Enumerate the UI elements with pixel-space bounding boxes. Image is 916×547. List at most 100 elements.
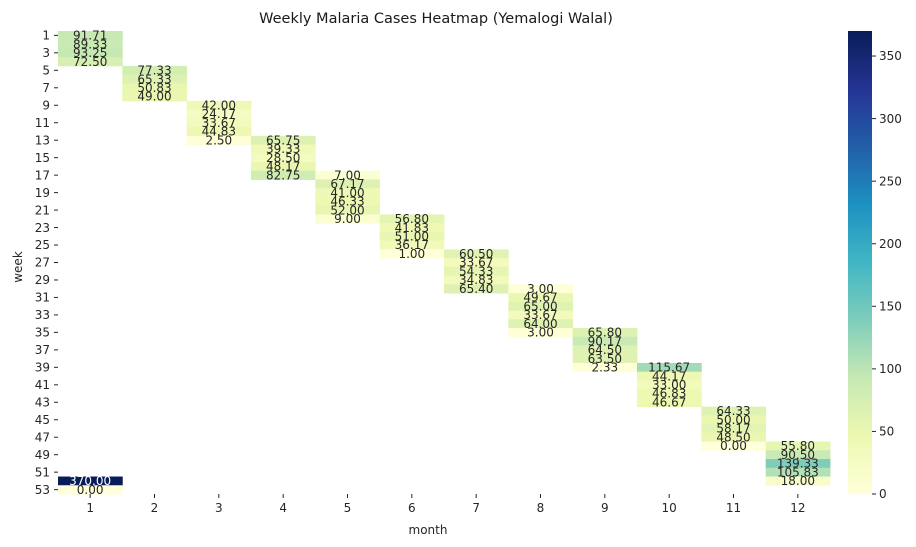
heatmap-cell-label: 42.00 [202, 98, 236, 112]
y-tick-label: 39 [35, 361, 50, 375]
heatmap-cell-label: 67.17 [330, 177, 364, 191]
heatmap-cell [315, 214, 381, 224]
heatmap-cell-label: 105.83 [777, 465, 819, 479]
heatmap-cell-label: 0.00 [77, 483, 104, 497]
heatmap-cell [508, 328, 574, 338]
heatmap-cell [701, 415, 767, 425]
heatmap-cell [765, 450, 831, 460]
y-tick-label: 43 [35, 395, 50, 409]
x-tick-label: 2 [151, 501, 159, 515]
heatmap-cell-label: 54.33 [459, 264, 493, 278]
heatmap-cell-label: 115.67 [648, 361, 690, 375]
x-tick-label: 7 [472, 501, 480, 515]
y-tick-label: 33 [35, 308, 50, 322]
heatmap-cell [637, 380, 702, 390]
y-axis-ticks: 1357911131517192123252729313335373941434… [35, 29, 58, 497]
heatmap-cell [186, 135, 252, 145]
heatmap-cell [251, 135, 316, 145]
heatmap-cell [315, 170, 381, 180]
heatmap-cell [122, 83, 188, 93]
heatmap-cell-label: 90.17 [588, 334, 622, 348]
heatmap-cell [58, 31, 123, 41]
heatmap-cell-label: 33.67 [459, 256, 493, 270]
y-tick-label: 7 [42, 81, 50, 95]
heatmap-cell-label: 33.67 [523, 308, 557, 322]
heatmap-cell-label: 33.67 [202, 116, 236, 130]
y-tick-label: 15 [35, 151, 50, 165]
heatmap-cell [251, 162, 316, 172]
heatmap-cell [444, 249, 509, 259]
heatmap-cell [315, 188, 381, 198]
heatmap-cell [508, 293, 574, 303]
heatmap-cell [765, 459, 831, 469]
y-tick-label: 35 [35, 326, 50, 340]
heatmap-cell-label: 77.33 [137, 64, 171, 78]
heatmap-cell-label: 50.83 [137, 81, 171, 95]
heatmap-cell [251, 170, 316, 180]
heatmap-cell-label: 44.83 [202, 125, 236, 139]
x-tick-label: 10 [662, 501, 677, 515]
heatmap-cell [379, 249, 445, 259]
colorbar-tick-label: 250 [879, 174, 902, 188]
heatmap-cell-label: 51.00 [395, 229, 429, 243]
x-tick-label: 5 [344, 501, 352, 515]
heatmap-cell [444, 275, 509, 285]
heatmap-cell [444, 258, 509, 268]
heatmap-cell-label: 139.33 [777, 457, 819, 471]
heatmap-cell [58, 48, 123, 58]
heatmap-cell-label: 44.17 [652, 369, 686, 383]
heatmap-cell-label: 370.00 [69, 474, 111, 488]
heatmap-cell-label: 46.33 [330, 195, 364, 209]
heatmap-cell-label: 65.75 [266, 133, 300, 147]
heatmap-cell [508, 284, 574, 294]
heatmap-cells [58, 31, 831, 495]
heatmap-cell-label: 65.00 [523, 299, 557, 313]
y-tick-label: 23 [35, 221, 50, 235]
heatmap-cell-label: 1.00 [398, 247, 425, 261]
heatmap-cell-label: 24.17 [202, 107, 236, 121]
y-tick-label: 19 [35, 186, 50, 200]
heatmap-cell [572, 345, 638, 355]
heatmap-cell-label: 64.33 [716, 404, 750, 418]
y-tick-label: 27 [35, 256, 50, 270]
y-tick-label: 49 [35, 448, 50, 462]
heatmap-cell-label: 52.00 [330, 203, 364, 217]
heatmap-cell [765, 476, 831, 486]
heatmap-cell-label: 48.50 [716, 430, 750, 444]
y-tick-label: 53 [35, 483, 50, 497]
y-tick-label: 51 [35, 465, 50, 479]
heatmap-cell [572, 336, 638, 346]
heatmap-cell-label: 90.50 [781, 448, 815, 462]
y-tick-label: 17 [35, 168, 50, 182]
heatmap-cell [315, 179, 381, 189]
heatmap-cell-label: 58.17 [716, 422, 750, 436]
heatmap-cell-label: 56.80 [395, 212, 429, 226]
heatmap-cell-label: 48.17 [266, 160, 300, 174]
heatmap-cell [637, 371, 702, 381]
heatmap-cell-label: 55.80 [781, 439, 815, 453]
x-tick-label: 8 [537, 501, 545, 515]
y-axis-label: week [11, 251, 25, 283]
heatmap-cell-label: 65.40 [459, 282, 493, 296]
heatmap-cell-label: 41.83 [395, 221, 429, 235]
heatmap-cell [572, 354, 638, 364]
heatmap-cell-label: 33.00 [652, 378, 686, 392]
heatmap-cell [379, 240, 445, 250]
colorbar-tick-label: 300 [879, 112, 902, 126]
heatmap-cell [444, 284, 509, 294]
heatmap-cell [58, 57, 123, 67]
heatmap-cell-label: 82.75 [266, 168, 300, 182]
heatmap-cell-label: 49.67 [523, 291, 557, 305]
heatmap-cell [186, 100, 252, 111]
heatmap-cell [637, 362, 702, 373]
heatmap-cell-label: 64.50 [588, 343, 622, 357]
heatmap-cell-label: 60.50 [459, 247, 493, 261]
y-tick-label: 25 [35, 238, 50, 252]
colorbar-tick-label: 100 [879, 362, 902, 376]
heatmap-cell-label: 91.71 [73, 29, 107, 43]
heatmap-cell [251, 153, 316, 163]
heatmap-cell-label: 2.50 [205, 133, 232, 147]
x-axis-label: month [409, 523, 448, 537]
